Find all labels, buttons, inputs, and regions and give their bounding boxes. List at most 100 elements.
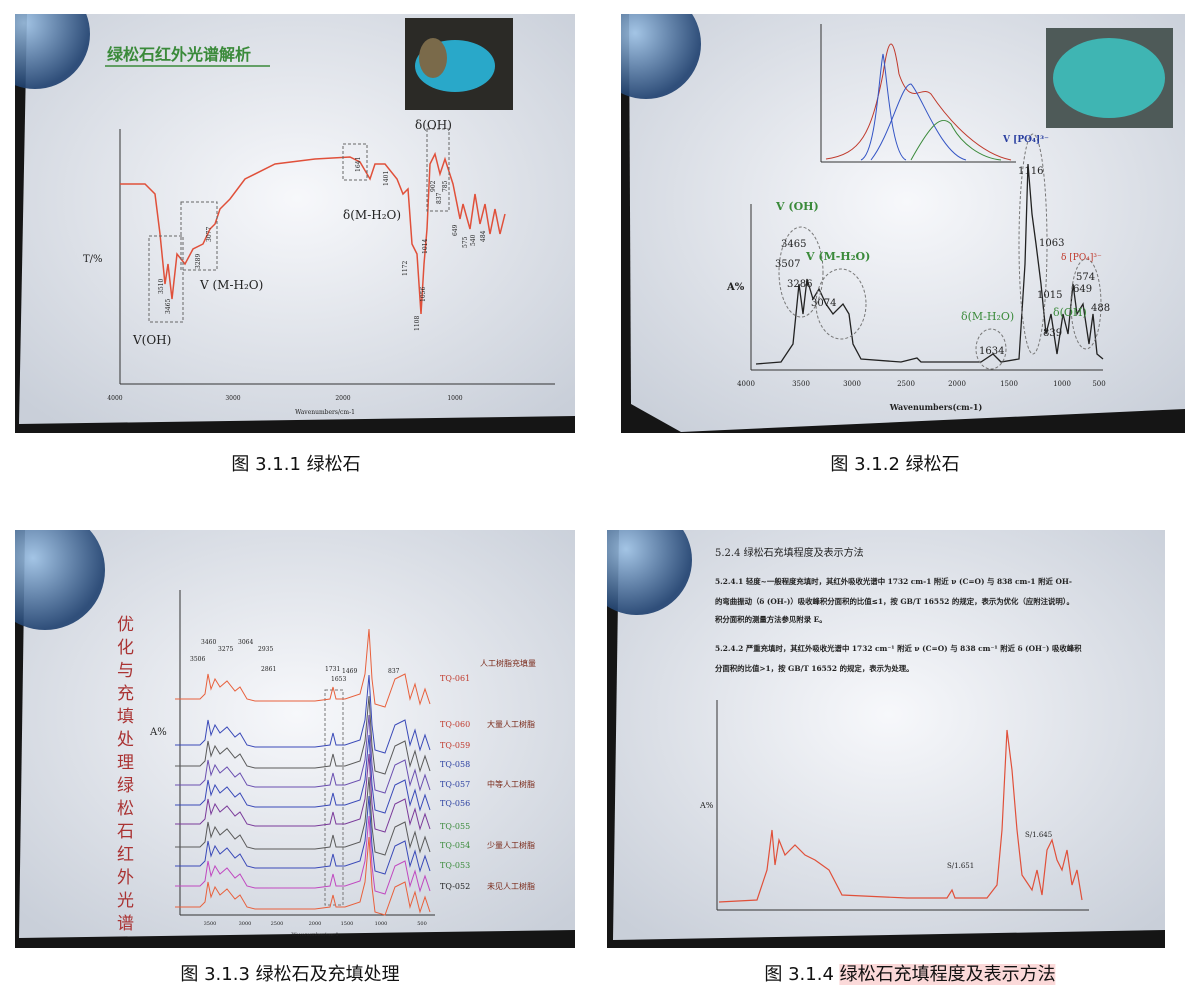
peak-label: 839 xyxy=(1043,328,1062,339)
x-tick-label: 1000 xyxy=(375,921,388,927)
x-label: Wavenumbers(cm-1) xyxy=(889,402,983,412)
peak-label: 785 xyxy=(442,180,449,192)
slide-photo: 优化与充填处理绿松石红外光谱 A% Wavenumber/cm-1 TQ-061… xyxy=(15,530,575,948)
annotation: δ [PO₄]³⁻ xyxy=(1061,253,1102,263)
y-label: A% xyxy=(699,801,714,810)
annotation: V (M-H₂O) xyxy=(805,250,870,263)
sample-label: TQ-052 xyxy=(440,882,470,891)
peak-label: 488 xyxy=(1091,303,1110,314)
peak-label: 1641 xyxy=(355,157,362,172)
peak-label: 1116 xyxy=(1018,166,1043,177)
peak-label: 2861 xyxy=(261,666,276,673)
caption-highlight: 绿松石充填程度及表示方法 xyxy=(839,964,1056,985)
peak-label: 3275 xyxy=(218,646,233,653)
x-tick-label: 2000 xyxy=(335,395,350,402)
x-tick-label: 1000 xyxy=(1053,380,1071,388)
peak-label: 3506 xyxy=(190,656,205,663)
peak-label: 1401 xyxy=(383,171,390,186)
peak-label: 1063 xyxy=(1039,238,1064,249)
peak-label: 902 xyxy=(430,180,437,192)
paragraph-line: 5.2.4.2 严重充填时，其红外吸收光谱中 1732 cm⁻¹ 附近 ν (C… xyxy=(715,644,1082,653)
caption: 图 3.1.3 绿松石及充填处理 xyxy=(180,964,400,985)
paragraph-line: 积分面积的测量方法参见附录 E。 xyxy=(715,615,827,624)
caption-prefix: 图 3.1.4 xyxy=(764,964,840,985)
x-tick-label: 1000 xyxy=(447,395,462,402)
x-tick-label: 2000 xyxy=(948,380,966,388)
x-tick-label: 2500 xyxy=(271,921,284,927)
sample-label: TQ-058 xyxy=(440,760,470,769)
peak-label: 837 xyxy=(388,668,400,675)
peak-label: 2935 xyxy=(258,646,273,653)
annotation: δ(OH) xyxy=(415,118,452,132)
group-label: 中等人工树脂 xyxy=(487,779,535,789)
slide-photo: 绿松石红外光谱解析 T/% Wavenumbers/cm-1 4000 3000 2… xyxy=(15,14,575,433)
sample-label: TQ-057 xyxy=(440,780,470,789)
sample-label: TQ-055 xyxy=(440,822,470,831)
peak-label: 3510 xyxy=(158,279,165,294)
annotation: S/1.651 xyxy=(947,862,974,870)
slide-title: 优化与充填处理绿松石红外光谱 xyxy=(113,615,134,937)
peak-label: 3460 xyxy=(201,639,216,646)
x-tick-label: 2500 xyxy=(897,380,915,388)
peak-label: 3465 xyxy=(165,299,172,314)
x-tick-label: 1500 xyxy=(1000,380,1018,388)
group-label: 未见人工树脂 xyxy=(487,881,535,891)
peak-label: 3507 xyxy=(775,259,800,270)
y-label: T/% xyxy=(83,254,103,265)
sample-label: TQ-054 xyxy=(440,841,470,850)
annotation: S/1.645 xyxy=(1025,831,1052,839)
peak-label: 575 xyxy=(462,236,469,248)
peak-label: 540 xyxy=(470,234,477,246)
paragraph-line: 分面积的比值>1，按 GB/T 16552 的规定，表示为处理。 xyxy=(715,664,914,673)
peak-label: 1731 xyxy=(325,666,340,673)
sample-label: TQ-056 xyxy=(440,799,470,808)
peak-label: 1634 xyxy=(979,346,1004,357)
caption: 图 3.1.4 绿松石充填程度及表示方法 xyxy=(764,960,1056,986)
x-tick-label: 1500 xyxy=(341,921,354,927)
peak-label: 484 xyxy=(480,230,487,242)
peak-label: 649 xyxy=(452,224,459,236)
x-tick-label: 4000 xyxy=(107,395,122,402)
annotation: V (M-H₂O) xyxy=(199,278,263,292)
annotation: δ(M-H₂O) xyxy=(343,208,401,222)
paragraph-line: 的弯曲振动（δ (OH-)）吸收峰积分面积的比值≤1，按 GB/T 16552 … xyxy=(715,597,1074,606)
peak-label: 3465 xyxy=(781,239,806,250)
peak-label: 574 xyxy=(1076,272,1095,283)
x-tick-label: 3500 xyxy=(204,921,217,927)
x-label: Wavenumbers/cm-1 xyxy=(295,409,355,416)
paragraph-line: 5.2.4.1 轻度~一般程度充填时，其红外吸收光谱中 1732 cm-1 附近… xyxy=(715,577,1072,586)
x-tick-label: 2000 xyxy=(309,921,322,927)
sample-label: TQ-060 xyxy=(440,720,470,729)
peak-label: 3286 xyxy=(787,279,812,290)
group-label: 人工树脂充填量 xyxy=(480,658,536,668)
x-tick-label: 3000 xyxy=(239,921,252,927)
annotation: V [PO₄]³⁻ xyxy=(1002,135,1049,145)
annotation: V(OH) xyxy=(132,333,171,347)
y-label: A% xyxy=(726,282,745,293)
x-tick-label: 500 xyxy=(1092,380,1105,388)
peak-label: 3077 xyxy=(206,227,213,242)
sample-label: TQ-059 xyxy=(440,741,470,750)
peak-label: 1172 xyxy=(402,261,409,276)
x-tick-label: 3000 xyxy=(843,380,861,388)
x-tick-label: 500 xyxy=(417,921,427,927)
x-tick-label: 4000 xyxy=(737,380,755,388)
y-label: A% xyxy=(149,727,167,738)
x-tick-label: 3000 xyxy=(225,395,240,402)
slide-photo: A% Wavenumbers(cm-1) 4000 3500 3000 2500 200… xyxy=(621,14,1185,433)
peak-label: 649 xyxy=(1073,284,1092,295)
peak-label: 3289 xyxy=(195,254,202,269)
annotation: δ(M-H₂O) xyxy=(961,310,1014,323)
peak-label: 1014 xyxy=(422,239,429,254)
annotation: V (OH) xyxy=(775,200,819,213)
slide-title: 绿松石红外光谱解析 xyxy=(107,45,251,64)
peak-label: 1469 xyxy=(342,668,357,675)
group-label: 少量人工树脂 xyxy=(487,840,535,850)
sample-label: TQ-061 xyxy=(440,674,470,683)
caption: 图 3.1.1 绿松石 xyxy=(231,454,361,475)
peak-label: 837 xyxy=(436,192,443,204)
peak-label: 3074 xyxy=(811,298,836,309)
peak-label: 1015 xyxy=(1037,290,1062,301)
heading: 5.2.4 绿松石充填程度及表示方法 xyxy=(715,546,864,559)
